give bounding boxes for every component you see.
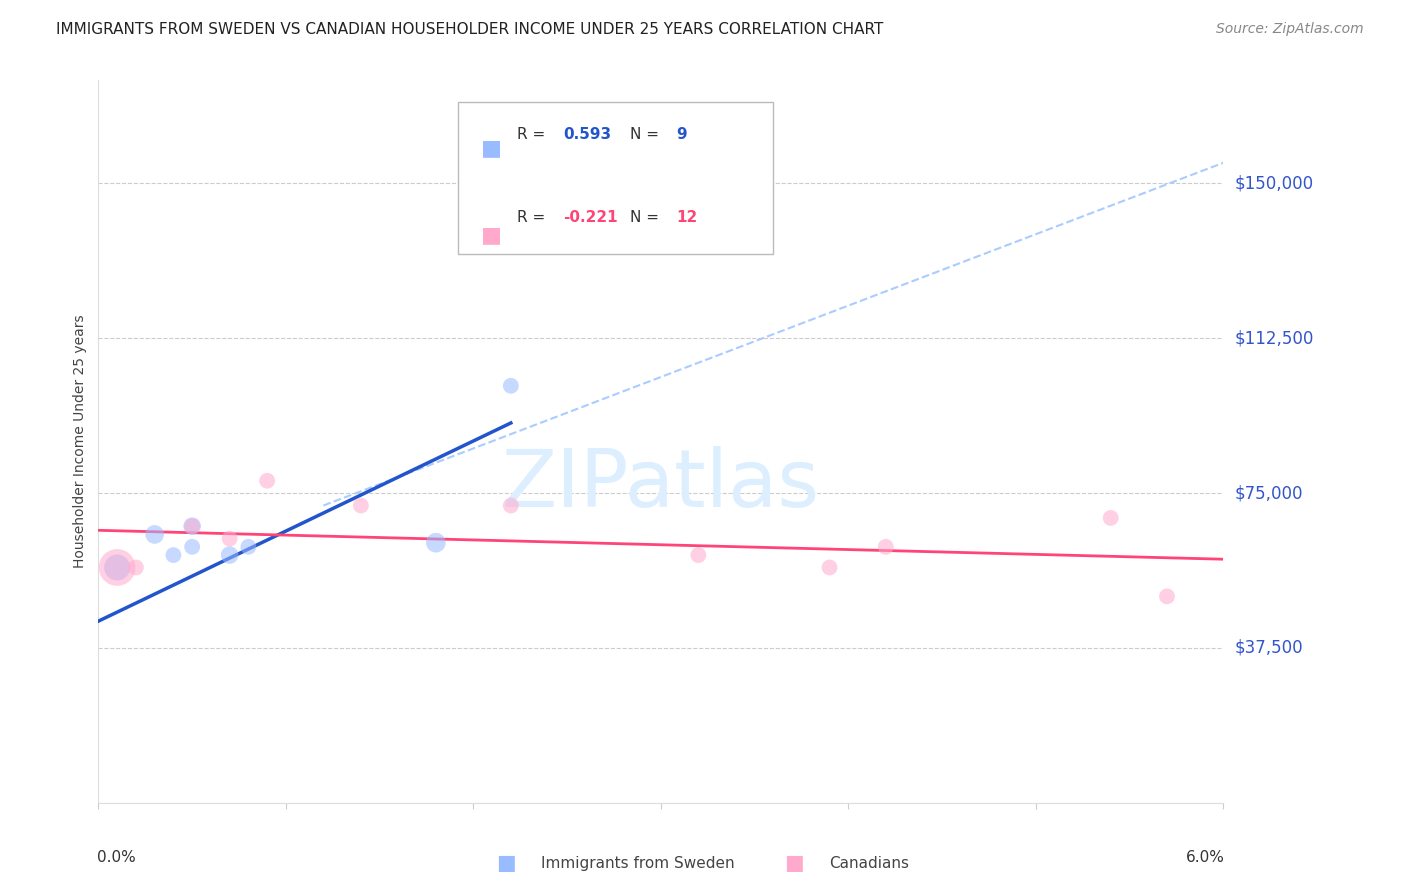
- Point: [688, 548, 710, 562]
- Point: [105, 560, 128, 574]
- Point: [350, 499, 373, 513]
- Text: $150,000: $150,000: [1234, 175, 1313, 193]
- Point: [256, 474, 278, 488]
- Text: ZIPatlas: ZIPatlas: [502, 446, 820, 524]
- Point: [1099, 511, 1122, 525]
- Text: -0.221: -0.221: [562, 211, 617, 226]
- Y-axis label: Householder Income Under 25 years: Householder Income Under 25 years: [73, 315, 87, 568]
- Text: IMMIGRANTS FROM SWEDEN VS CANADIAN HOUSEHOLDER INCOME UNDER 25 YEARS CORRELATION: IMMIGRANTS FROM SWEDEN VS CANADIAN HOUSE…: [56, 22, 883, 37]
- Point: [125, 560, 148, 574]
- Text: 0.593: 0.593: [562, 128, 612, 142]
- Point: [105, 560, 128, 574]
- Text: N =: N =: [630, 211, 664, 226]
- Point: [875, 540, 897, 554]
- Text: 12: 12: [676, 211, 697, 226]
- Text: Source: ZipAtlas.com: Source: ZipAtlas.com: [1216, 22, 1364, 37]
- Point: [143, 527, 166, 541]
- Text: $75,000: $75,000: [1234, 484, 1303, 502]
- Point: [818, 560, 841, 574]
- Point: [499, 379, 522, 393]
- Text: R =: R =: [517, 211, 550, 226]
- Point: [218, 532, 240, 546]
- Text: 0.0%: 0.0%: [97, 850, 136, 864]
- Text: R =: R =: [517, 128, 550, 142]
- Point: [181, 519, 204, 533]
- Point: [425, 535, 447, 549]
- FancyBboxPatch shape: [458, 102, 773, 253]
- Point: [181, 540, 204, 554]
- Text: ■: ■: [481, 225, 502, 244]
- Text: $37,500: $37,500: [1234, 639, 1303, 657]
- Text: Canadians: Canadians: [830, 856, 910, 871]
- Text: N =: N =: [630, 128, 664, 142]
- Text: $112,500: $112,500: [1234, 329, 1313, 347]
- Text: ■: ■: [496, 854, 516, 873]
- Point: [238, 540, 260, 554]
- Text: Immigrants from Sweden: Immigrants from Sweden: [541, 856, 735, 871]
- Text: ■: ■: [481, 138, 502, 158]
- Point: [218, 548, 240, 562]
- Point: [162, 548, 184, 562]
- Text: 9: 9: [676, 128, 688, 142]
- Text: 6.0%: 6.0%: [1185, 850, 1225, 864]
- Text: ■: ■: [785, 854, 804, 873]
- Point: [181, 519, 204, 533]
- Point: [1156, 590, 1178, 604]
- Point: [499, 499, 522, 513]
